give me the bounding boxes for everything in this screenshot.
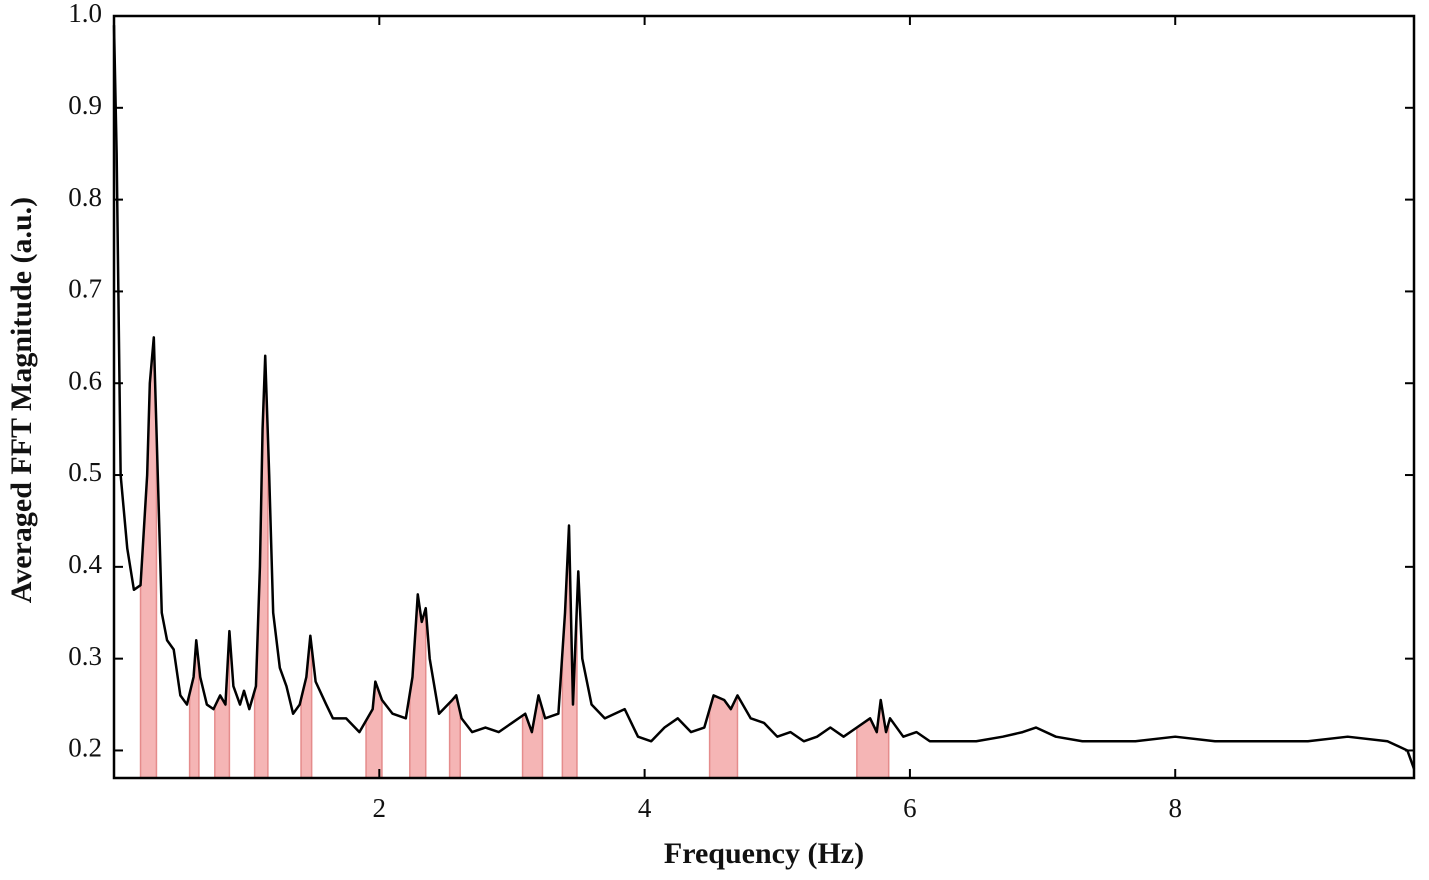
- x-tick-label: 6: [903, 793, 917, 823]
- y-tick-label: 0.3: [68, 641, 102, 671]
- y-tick-label: 0.7: [68, 274, 102, 304]
- y-tick-label: 0.5: [68, 457, 102, 487]
- x-axis-title: Frequency (Hz): [664, 837, 864, 870]
- y-tick-label: 1.0: [68, 0, 102, 28]
- highlight-band: [521, 695, 544, 779]
- data-line: [112, 25, 1416, 770]
- y-tick-label: 0.8: [68, 182, 102, 212]
- highlight-band: [300, 635, 313, 779]
- y-tick-label: 0.2: [68, 733, 102, 763]
- x-tick-label: 2: [373, 793, 387, 823]
- y-tick-label: 0.9: [68, 90, 102, 120]
- highlight-band: [708, 694, 739, 779]
- y-axis-title: Averaged FFT Magnitude (a.u.): [5, 197, 38, 603]
- x-tick-label: 8: [1168, 793, 1182, 823]
- x-tick-label: 4: [638, 793, 652, 823]
- y-tick-label: 0.6: [68, 365, 102, 395]
- plot-frame: [112, 14, 1416, 780]
- highlight-band: [253, 355, 269, 779]
- y-tick-label: 0.4: [68, 549, 102, 579]
